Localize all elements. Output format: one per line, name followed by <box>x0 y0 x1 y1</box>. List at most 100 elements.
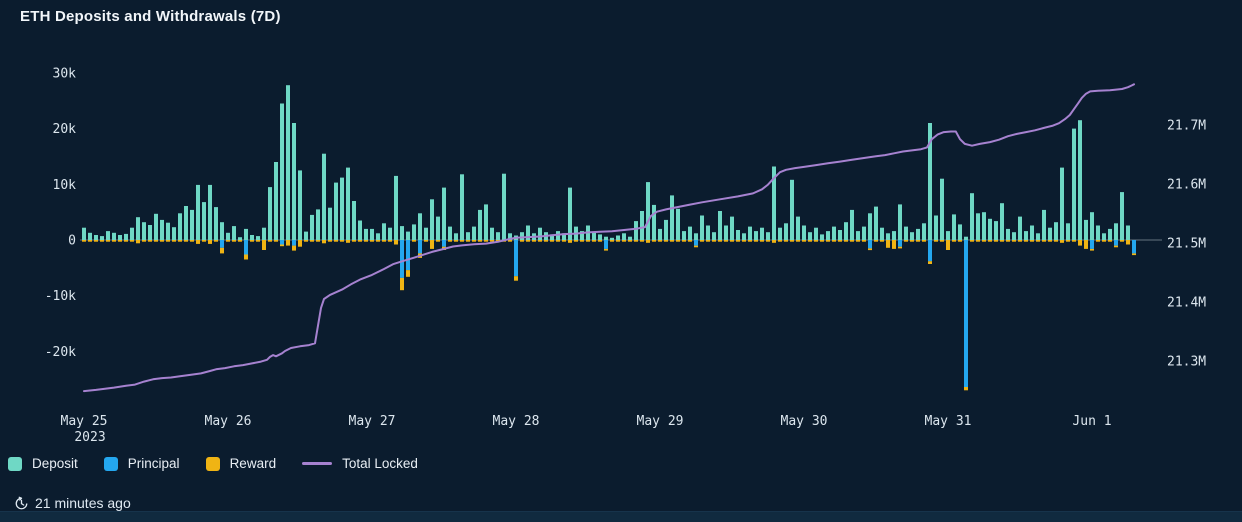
deposit-bar <box>1006 228 1010 240</box>
reward-bar <box>532 240 536 242</box>
deposit-bar <box>118 235 122 240</box>
reward-bar <box>904 240 908 242</box>
reward-bar <box>448 240 452 242</box>
deposit-bar <box>676 208 680 240</box>
reward-bar <box>688 240 692 242</box>
legend-item-principal[interactable]: Principal <box>103 456 180 471</box>
deposit-bar <box>1060 167 1064 240</box>
deposit-bar <box>256 236 260 240</box>
reward-bar <box>142 240 146 242</box>
deposit-bar <box>748 226 752 240</box>
reward-bar <box>484 240 488 242</box>
reward-bar <box>1090 248 1094 251</box>
deposit-bar <box>1036 233 1040 240</box>
deposit-bar <box>328 207 332 240</box>
deposit-bar <box>604 236 608 240</box>
deposit-bar <box>700 215 704 240</box>
deposit-bar <box>1084 219 1088 240</box>
reward-bar <box>214 240 218 242</box>
deposit-bar <box>718 211 722 240</box>
reward-bar <box>172 240 176 242</box>
deposit-bar <box>874 206 878 240</box>
deposits-withdrawals-chart[interactable]: 30k 20k 10k 0 -10k -20k 21.7M 21.6M 21.5M 21.4M 21… <box>0 0 1242 448</box>
reward-bar <box>310 240 314 242</box>
deposit-bar <box>406 231 410 240</box>
deposit-bar <box>418 213 422 240</box>
reward-bar <box>892 240 896 249</box>
reward-bar <box>478 240 482 242</box>
deposit-bar <box>508 233 512 240</box>
x-tick: May 25 <box>61 414 108 429</box>
reward-bar <box>604 248 608 251</box>
deposit-bar <box>1054 222 1058 240</box>
deposit-bar <box>382 223 386 240</box>
reward-bar <box>742 240 746 242</box>
reward-bar <box>322 240 326 244</box>
reward-bar <box>772 240 776 243</box>
reward-bar <box>676 240 680 242</box>
y-left-tick: -20k <box>45 345 76 360</box>
deposit-bar <box>658 228 662 240</box>
reward-bar <box>472 240 476 242</box>
deposit-bar <box>826 231 830 240</box>
deposit-swatch-icon <box>8 456 22 471</box>
reward-bar <box>118 240 122 242</box>
legend-item-deposit[interactable]: Deposit <box>8 456 78 471</box>
deposit-bar <box>628 236 632 240</box>
deposit-bar <box>112 232 116 240</box>
deposit-bar <box>682 231 686 240</box>
reward-bar <box>562 240 566 242</box>
reward-bar <box>286 240 290 246</box>
reward-bar <box>652 240 656 242</box>
reward-bar <box>1048 240 1052 242</box>
reward-bar <box>340 240 344 242</box>
principal-bar <box>400 240 404 278</box>
deposit-bar <box>1030 225 1034 240</box>
deposit-bar <box>208 184 212 240</box>
legend-item-reward[interactable]: Reward <box>205 456 276 471</box>
reward-bar <box>544 240 548 242</box>
reward-bar <box>958 240 962 242</box>
reward-bar <box>580 240 584 242</box>
deposit-bar <box>1078 120 1082 240</box>
reward-bar <box>370 240 374 242</box>
deposit-bar <box>652 204 656 240</box>
principal-bar <box>868 240 872 249</box>
deposit-bar <box>640 211 644 240</box>
reward-bar <box>274 240 278 242</box>
deposit-bar <box>862 226 866 240</box>
deposit-bar <box>286 85 290 240</box>
y-left-tick: 30k <box>53 66 77 81</box>
x-tick: May 27 <box>349 414 396 429</box>
reward-bar <box>94 240 98 242</box>
y-left-tick: 20k <box>53 122 77 137</box>
y-left-tick: -10k <box>45 289 76 304</box>
reward-bar <box>880 240 884 242</box>
reward-bar <box>610 240 614 242</box>
reward-bar <box>550 240 554 242</box>
reward-bar <box>952 240 956 242</box>
legend-label-principal: Principal <box>127 456 180 471</box>
deposit-bar <box>538 227 542 240</box>
deposit-bar <box>634 221 638 240</box>
reward-bar <box>196 240 200 244</box>
deposit-bar <box>970 193 974 240</box>
deposit-bar <box>1066 223 1070 240</box>
deposit-bar <box>340 177 344 240</box>
deposit-bar <box>796 216 800 240</box>
reward-bar <box>1024 240 1028 242</box>
y-right-tick: 21.3M <box>1167 355 1206 370</box>
y-right-tick: 21.4M <box>1167 296 1206 311</box>
deposit-bar <box>88 232 92 240</box>
deposit-bar <box>388 227 392 240</box>
principal-bar <box>694 240 698 246</box>
clock-history-icon <box>15 496 28 509</box>
reward-bar <box>994 240 998 242</box>
legend-item-total-locked[interactable]: Total Locked <box>302 456 418 471</box>
deposit-bar <box>664 219 668 240</box>
x-tick: May 26 <box>205 414 252 429</box>
reward-bar <box>436 240 440 242</box>
deposit-bar <box>424 227 428 240</box>
deposit-bar <box>964 236 968 240</box>
principal-bar <box>442 240 446 247</box>
